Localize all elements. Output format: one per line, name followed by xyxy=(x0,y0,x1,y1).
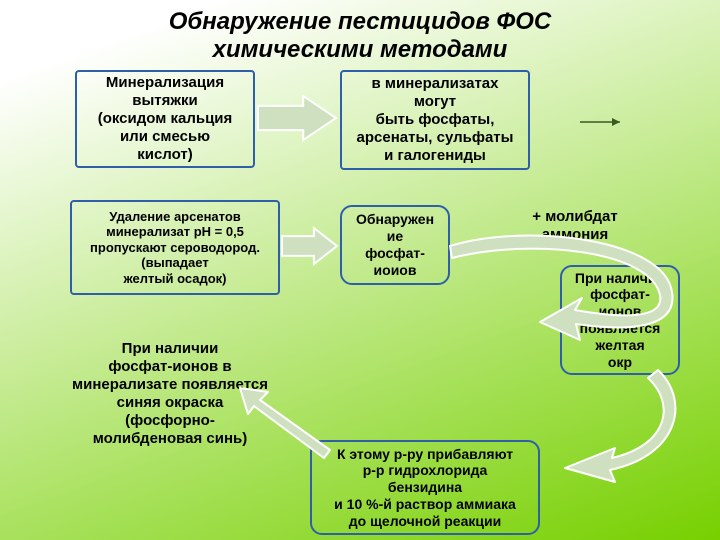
arrow-thin-right xyxy=(580,118,620,126)
arrow-mineralization-to-mineralizates xyxy=(258,96,336,140)
arrows-layer xyxy=(0,0,720,540)
arrow-curved-phosphate-to-yellow xyxy=(450,236,673,340)
arrow-arsenate-to-phosphate xyxy=(282,228,337,264)
diagram-stage: Обнаружение пестицидов ФОС химическими м… xyxy=(0,0,720,540)
arrow-curved-yellow-to-benzidine xyxy=(565,370,675,482)
arrow-benzidine-to-blue xyxy=(240,388,330,458)
